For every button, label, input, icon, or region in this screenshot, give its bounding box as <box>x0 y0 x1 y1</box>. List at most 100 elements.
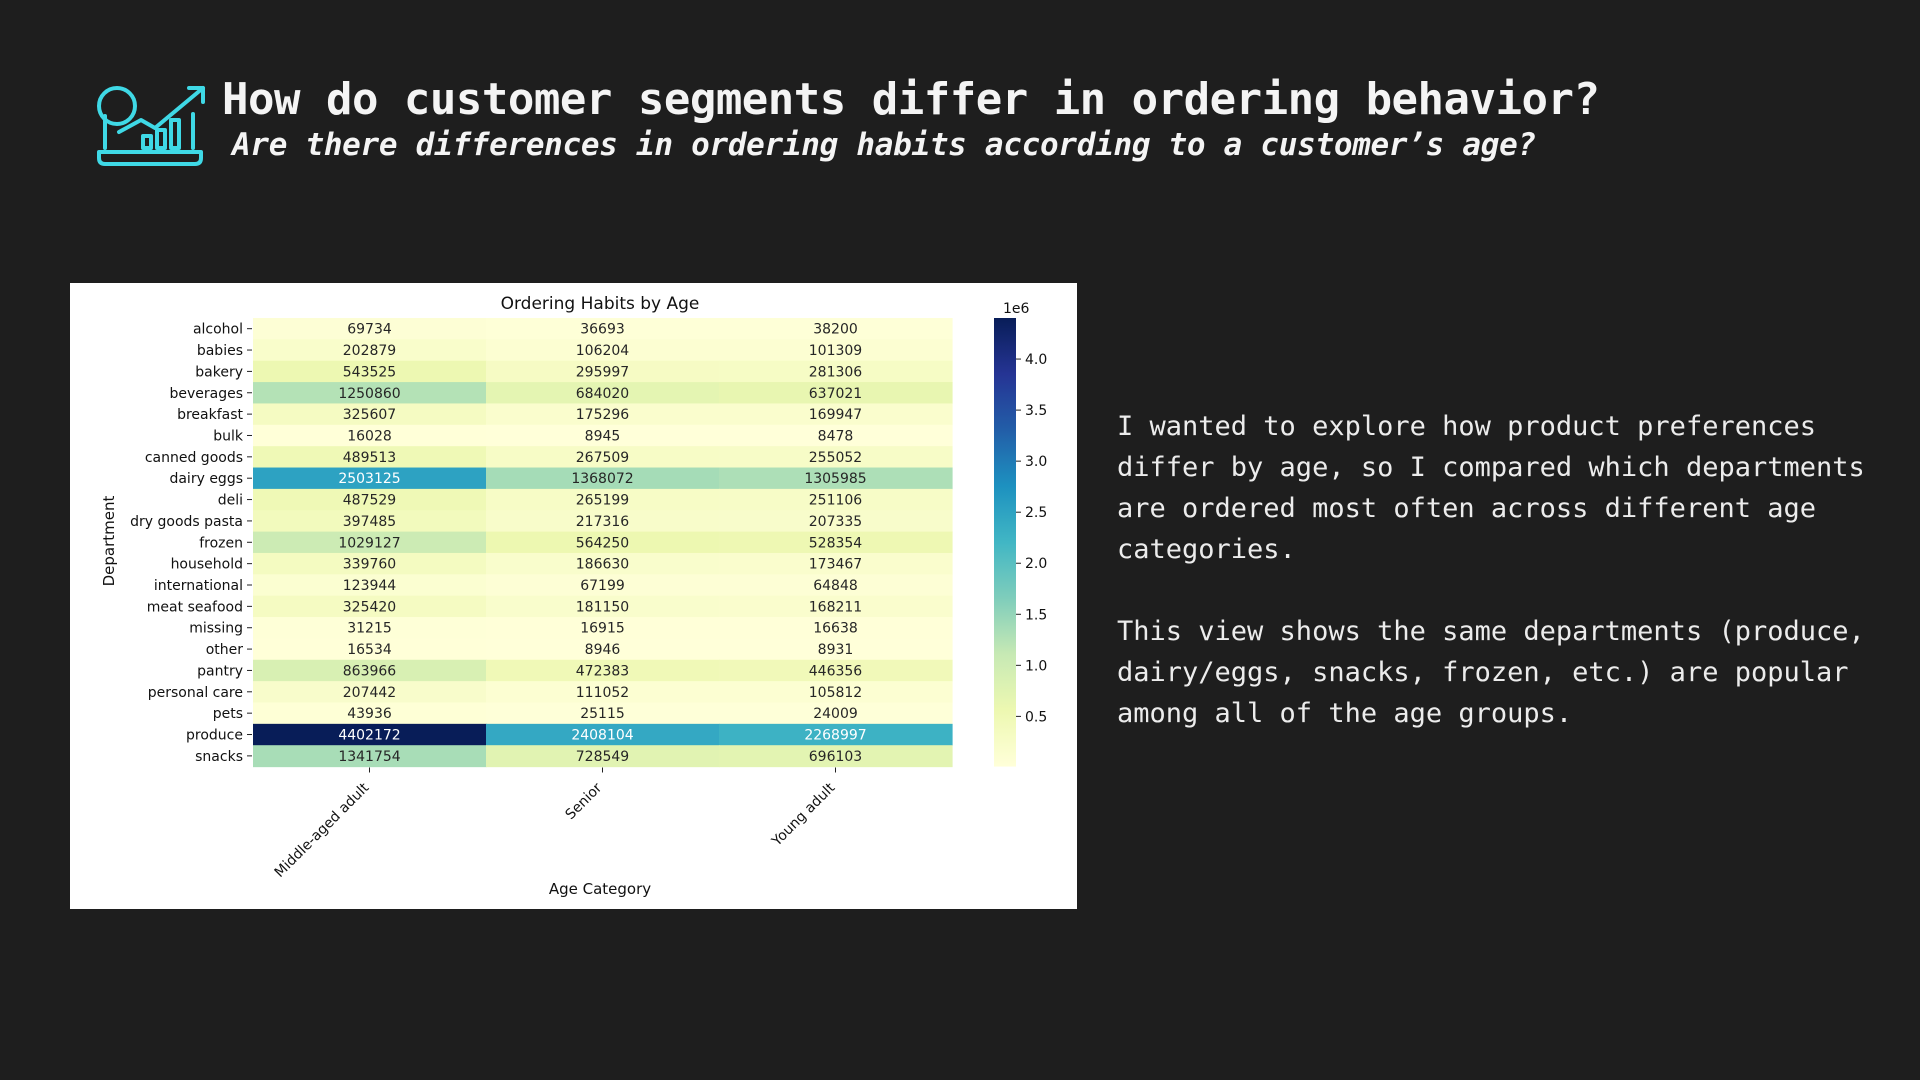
heatmap-cell <box>253 595 487 618</box>
heatmap-cell <box>719 617 953 639</box>
cell-value-label: 1250860 <box>338 386 400 402</box>
cell-value-label: 255052 <box>809 450 862 466</box>
heatmap-cell <box>719 382 953 405</box>
heatmap-cell <box>253 424 487 447</box>
heatmap-cell <box>486 681 720 704</box>
cell-value-label: 8946 <box>585 642 621 658</box>
cell-value-label: 2503125 <box>338 471 400 487</box>
cell-value-label: 101309 <box>809 343 862 359</box>
cell-value-label: 16534 <box>347 642 392 658</box>
y-tick-label: canned goods <box>145 450 243 466</box>
heatmap-cell <box>486 617 720 639</box>
heatmap-cell <box>253 510 487 533</box>
heatmap-cell <box>486 638 720 661</box>
cell-value-label: 295997 <box>576 364 629 380</box>
x-tick-label: Senior <box>562 780 605 823</box>
heatmap-cell <box>719 403 953 426</box>
heatmap-cell <box>253 339 487 362</box>
heatmap-cell <box>719 681 953 704</box>
heatmap-cell <box>253 446 487 469</box>
y-tick-label: household <box>171 557 243 573</box>
y-tick-label: deli <box>218 493 243 509</box>
heatmap-cell <box>486 360 720 383</box>
cell-value-label: 397485 <box>343 514 396 530</box>
heatmap-cell <box>719 552 953 575</box>
heatmap-cells: 69734 36693 38200 202879 106204 101309 543525 2… <box>253 318 953 768</box>
heatmap-cell <box>253 617 487 639</box>
cell-value-label: 564250 <box>576 535 629 551</box>
cell-value-label: 168211 <box>809 599 862 615</box>
cell-value-label: 4402172 <box>338 728 400 744</box>
cell-value-label: 8945 <box>585 428 621 444</box>
heatmap-cell <box>486 702 720 725</box>
heatmap-cell <box>486 424 720 447</box>
body-paragraph: I wanted to explore how product preferen… <box>1117 411 1865 565</box>
heatmap-cell <box>719 424 953 447</box>
heatmap-cell <box>486 446 720 469</box>
y-tick-label: breakfast <box>177 407 243 423</box>
y-tick-label: bakery <box>195 364 243 380</box>
heatmap-cell <box>719 467 953 490</box>
y-tick-label: missing <box>189 621 243 637</box>
cell-value-label: 111052 <box>576 685 629 701</box>
heatmap-cell <box>253 723 487 746</box>
cell-value-label: 217316 <box>576 514 630 530</box>
cell-value-label: 863966 <box>343 663 397 679</box>
cell-value-label: 173467 <box>809 557 862 573</box>
x-tick-label: Young adult <box>768 780 838 850</box>
heatmap-cell <box>253 638 487 661</box>
colorbar: 0.5 1.0 1.5 2.0 2.5 3.0 3.5 4.0 <box>994 318 1047 767</box>
y-tick-label: meat seafood <box>147 599 243 615</box>
heatmap-cell <box>253 531 487 554</box>
heatmap-cell <box>486 552 720 575</box>
x-tick-label: Middle-aged adult <box>272 780 373 881</box>
cell-value-label: 696103 <box>809 749 862 765</box>
y-tick-label: dry goods pasta <box>130 514 243 530</box>
colorbar-tick-label: 2.5 <box>1025 505 1047 521</box>
cell-value-label: 24009 <box>813 706 858 722</box>
heatmap-cell <box>719 488 953 511</box>
colorbar-gradient <box>994 318 1016 767</box>
cell-value-label: 207442 <box>343 685 396 701</box>
heatmap-cell <box>253 488 487 511</box>
cell-value-label: 1341754 <box>338 749 400 765</box>
heatmap-cell <box>486 595 720 618</box>
heatmap-cell <box>719 339 953 362</box>
heatmap-cell <box>253 360 487 383</box>
y-tick-label: other <box>206 642 244 658</box>
heatmap-cell <box>719 531 953 554</box>
cell-value-label: 8931 <box>818 642 854 658</box>
colorbar-tick-label: 3.0 <box>1025 454 1047 470</box>
heatmap-cell <box>486 723 720 746</box>
heatmap-cell <box>719 318 953 340</box>
y-tick-label: dairy eggs <box>169 471 243 487</box>
heatmap-cell <box>253 467 487 490</box>
heatmap-chart: Ordering Habits by Age Age Category Depa… <box>100 294 1047 898</box>
cell-value-label: 105812 <box>809 685 862 701</box>
y-tick-label: pets <box>213 706 243 722</box>
colorbar-tick-label: 1.0 <box>1025 658 1047 674</box>
heatmap-cell <box>253 318 487 340</box>
cell-value-label: 684020 <box>576 386 629 402</box>
cell-value-label: 281306 <box>809 364 863 380</box>
cell-value-label: 1029127 <box>338 535 400 551</box>
heatmap-cell <box>719 595 953 618</box>
cell-value-label: 489513 <box>343 450 396 466</box>
colorbar-tick-label: 2.0 <box>1025 556 1047 572</box>
heatmap-cell <box>719 638 953 661</box>
heatmap-cell <box>486 403 720 426</box>
cell-value-label: 265199 <box>576 493 629 509</box>
colorbar-offset-label: 1e6 <box>1003 301 1030 317</box>
heatmap-cell <box>253 574 487 597</box>
colorbar-tick-label: 0.5 <box>1025 709 1047 725</box>
heatmap-cell <box>719 360 953 383</box>
x-tick-labels: Middle-aged adult Senior Young adult <box>272 767 839 881</box>
heatmap-cell <box>486 382 720 405</box>
slide-body: I wanted to explore how product preferen… <box>1117 406 1897 775</box>
cell-value-label: 446356 <box>809 663 863 679</box>
heatmap-cell <box>719 745 953 768</box>
heatmap-cell <box>253 552 487 575</box>
colorbar-tick-label: 4.0 <box>1025 352 1047 368</box>
chart-title: Ordering Habits by Age <box>501 294 700 314</box>
y-tick-label: babies <box>197 343 243 359</box>
